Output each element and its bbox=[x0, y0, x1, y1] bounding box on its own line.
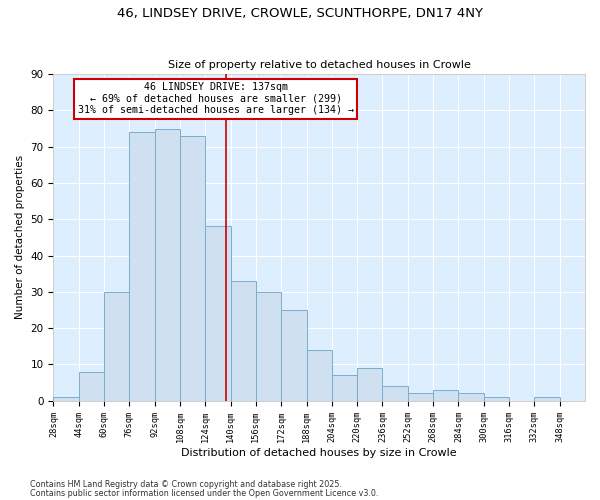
Bar bbox=[256, 292, 281, 401]
Bar bbox=[130, 132, 155, 400]
Text: Contains HM Land Registry data © Crown copyright and database right 2025.: Contains HM Land Registry data © Crown c… bbox=[30, 480, 342, 489]
Y-axis label: Number of detached properties: Number of detached properties bbox=[15, 156, 25, 320]
Bar bbox=[332, 376, 357, 400]
Bar bbox=[53, 397, 79, 400]
Bar bbox=[535, 397, 560, 400]
Bar bbox=[382, 386, 408, 400]
Bar bbox=[230, 281, 256, 400]
Text: 46 LINDSEY DRIVE: 137sqm
← 69% of detached houses are smaller (299)
31% of semi-: 46 LINDSEY DRIVE: 137sqm ← 69% of detach… bbox=[77, 82, 353, 116]
Bar bbox=[408, 394, 433, 400]
Bar bbox=[281, 310, 307, 400]
Bar bbox=[104, 292, 130, 401]
Bar bbox=[458, 394, 484, 400]
Bar bbox=[180, 136, 205, 400]
Bar bbox=[307, 350, 332, 401]
Bar bbox=[433, 390, 458, 400]
Bar bbox=[205, 226, 230, 400]
Bar bbox=[79, 372, 104, 400]
Bar bbox=[484, 397, 509, 400]
X-axis label: Distribution of detached houses by size in Crowle: Distribution of detached houses by size … bbox=[181, 448, 457, 458]
Bar bbox=[357, 368, 382, 400]
Title: Size of property relative to detached houses in Crowle: Size of property relative to detached ho… bbox=[168, 60, 470, 70]
Bar bbox=[155, 128, 180, 400]
Text: 46, LINDSEY DRIVE, CROWLE, SCUNTHORPE, DN17 4NY: 46, LINDSEY DRIVE, CROWLE, SCUNTHORPE, D… bbox=[117, 8, 483, 20]
Text: Contains public sector information licensed under the Open Government Licence v3: Contains public sector information licen… bbox=[30, 488, 379, 498]
